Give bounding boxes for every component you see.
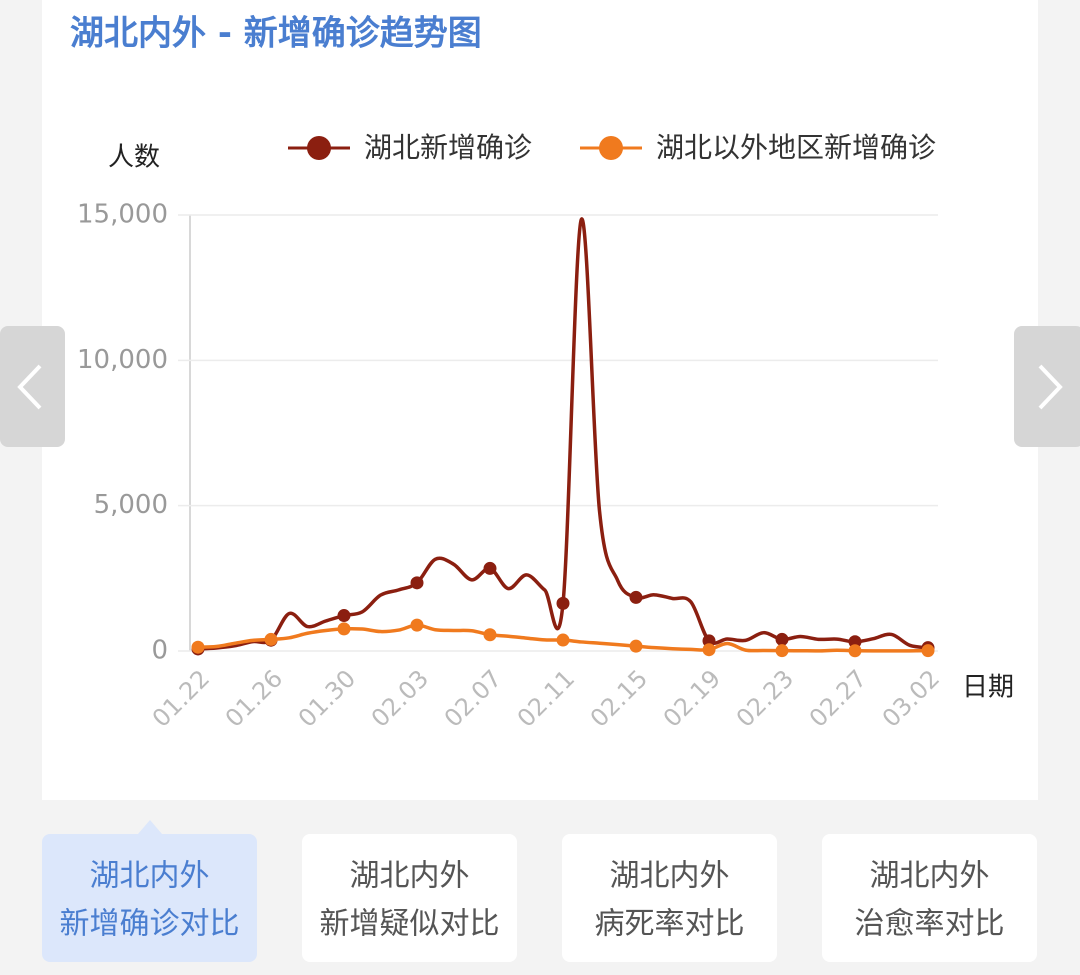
chart-title: 湖北内外 - 新增确诊趋势图 (70, 14, 482, 54)
point-marker (264, 632, 278, 646)
y-axis-label: 人数 (108, 143, 160, 173)
point-marker (629, 639, 643, 653)
point-marker (410, 618, 424, 632)
point-marker (337, 609, 351, 623)
point-marker (483, 561, 497, 575)
tab-box (302, 834, 517, 962)
point-marker (410, 576, 424, 590)
y-tick-label: 10,000 (77, 345, 168, 375)
tab-label: 湖北内外 (610, 859, 730, 894)
point-marker (629, 590, 643, 604)
tab-label: 湖北内外 (90, 859, 210, 894)
next-button[interactable] (1014, 326, 1080, 447)
point-marker (775, 644, 789, 658)
point-marker (921, 644, 935, 658)
tab-label: 新增疑似对比 (320, 907, 500, 942)
tab-box (822, 834, 1037, 962)
tab-box (42, 834, 257, 962)
tab-label: 病死率对比 (595, 907, 745, 942)
tab-box (562, 834, 777, 962)
tab-label: 湖北内外 (350, 859, 470, 894)
point-marker (556, 633, 570, 647)
y-tick-label: 0 (151, 636, 168, 666)
tab-label: 治愈率对比 (855, 907, 1005, 942)
legend-label: 湖北以外地区新增确诊 (656, 131, 936, 164)
series-line (197, 217, 929, 651)
point-marker (848, 644, 862, 658)
tab-label: 湖北内外 (870, 859, 990, 894)
tab-label: 新增确诊对比 (60, 907, 240, 942)
point-marker (191, 640, 205, 654)
legend-marker (599, 136, 623, 160)
next-arrow (1038, 364, 1063, 410)
point-marker (702, 643, 716, 657)
prev-arrow (17, 364, 42, 410)
legend-label: 湖北新增确诊 (364, 131, 532, 164)
y-tick-label: 15,000 (77, 200, 168, 230)
point-marker (556, 596, 570, 610)
card (42, 0, 1038, 800)
y-tick-label: 5,000 (94, 490, 168, 520)
legend-marker (307, 136, 331, 160)
x-axis-label: 日期 (962, 673, 1014, 703)
point-marker (775, 632, 789, 646)
tab-pointer (138, 820, 162, 834)
point-marker (483, 628, 497, 642)
point-marker (848, 635, 862, 649)
prev-button[interactable] (0, 326, 65, 447)
point-marker (337, 622, 351, 636)
